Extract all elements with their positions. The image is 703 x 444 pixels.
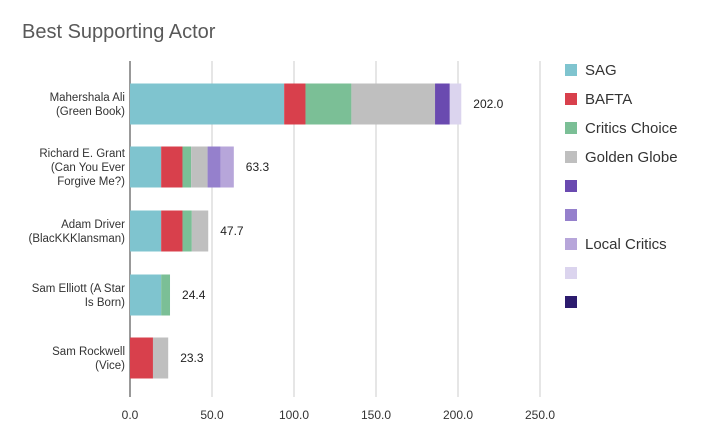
category-label-line: Forgive Me?) [57, 176, 125, 188]
x-tick-label: 250.0 [525, 408, 555, 422]
bar-segment [130, 146, 162, 188]
category-label-line: (Vice) [95, 360, 125, 372]
legend-swatch [565, 267, 577, 279]
category-label: Richard E. Grant (Can You Ever Forgive Me?… [39, 148, 125, 188]
category-label-line: Sam Rockwell [52, 346, 125, 358]
category-label-line: (Green Book) [56, 106, 125, 118]
category-label-line: Adam Driver [61, 219, 125, 231]
bar-segment [182, 146, 192, 188]
legend-label: Golden Globe [585, 149, 678, 166]
data-label: 24.4 [182, 288, 206, 302]
legend-swatch [565, 209, 577, 221]
category-label-line: Is Born) [85, 297, 125, 309]
category-label-line: Richard E. Grant [39, 148, 125, 160]
x-tick-label: 50.0 [200, 408, 224, 422]
legend-swatch [565, 296, 577, 308]
legend-swatch [565, 122, 577, 134]
bar-segment [207, 146, 221, 188]
bar-segment [191, 146, 208, 188]
x-tick-label: 100.0 [279, 408, 309, 422]
category-label-line: Mahershala Ali [50, 92, 125, 104]
bar-segment [130, 83, 285, 125]
legend-swatch [565, 238, 577, 250]
legend-swatch [565, 151, 577, 163]
data-label: 47.7 [220, 224, 244, 238]
category-label: Adam Driver (BlacKKKlansman) [28, 219, 125, 245]
bar-segment [191, 210, 209, 252]
legend-swatch [565, 93, 577, 105]
legend-swatch [565, 180, 577, 192]
chart-title: Best Supporting Actor [22, 21, 216, 43]
data-label: 63.3 [246, 160, 270, 174]
bar-segment [161, 146, 183, 188]
data-label: 202.0 [473, 97, 503, 111]
category-label-line: (Can You Ever [51, 162, 125, 174]
bar-segment [152, 337, 169, 379]
category-label: Mahershala Ali (Green Book) [50, 92, 126, 118]
legend-swatch [565, 64, 577, 76]
bar-segment [284, 83, 306, 125]
bar-segment [220, 146, 234, 188]
bar-segment [130, 210, 162, 252]
bar-segment [130, 337, 153, 379]
legend-label: Critics Choice [585, 120, 678, 137]
bar-segment [449, 83, 462, 125]
category-label: Sam Rockwell (Vice) [52, 346, 125, 372]
bar-segment [161, 210, 183, 252]
x-tick-label: 200.0 [443, 408, 473, 422]
bar-segment [351, 83, 436, 125]
legend-label: SAG [585, 62, 617, 79]
bar-segment [182, 210, 192, 252]
category-label-line: (BlacKKKlansman) [28, 233, 125, 245]
bar-segment [305, 83, 352, 125]
x-tick-label: 150.0 [361, 408, 391, 422]
legend-label: BAFTA [585, 91, 632, 108]
bar-segment [161, 274, 171, 316]
data-label: 23.3 [180, 351, 204, 365]
bar-segment [130, 274, 162, 316]
legend-label: Local Critics [585, 236, 667, 253]
x-tick-label: 0.0 [122, 408, 139, 422]
category-label-line: Sam Elliott (A Star [32, 283, 125, 295]
category-label: Sam Elliott (A Star Is Born) [32, 283, 125, 309]
bar-segment [435, 83, 450, 125]
